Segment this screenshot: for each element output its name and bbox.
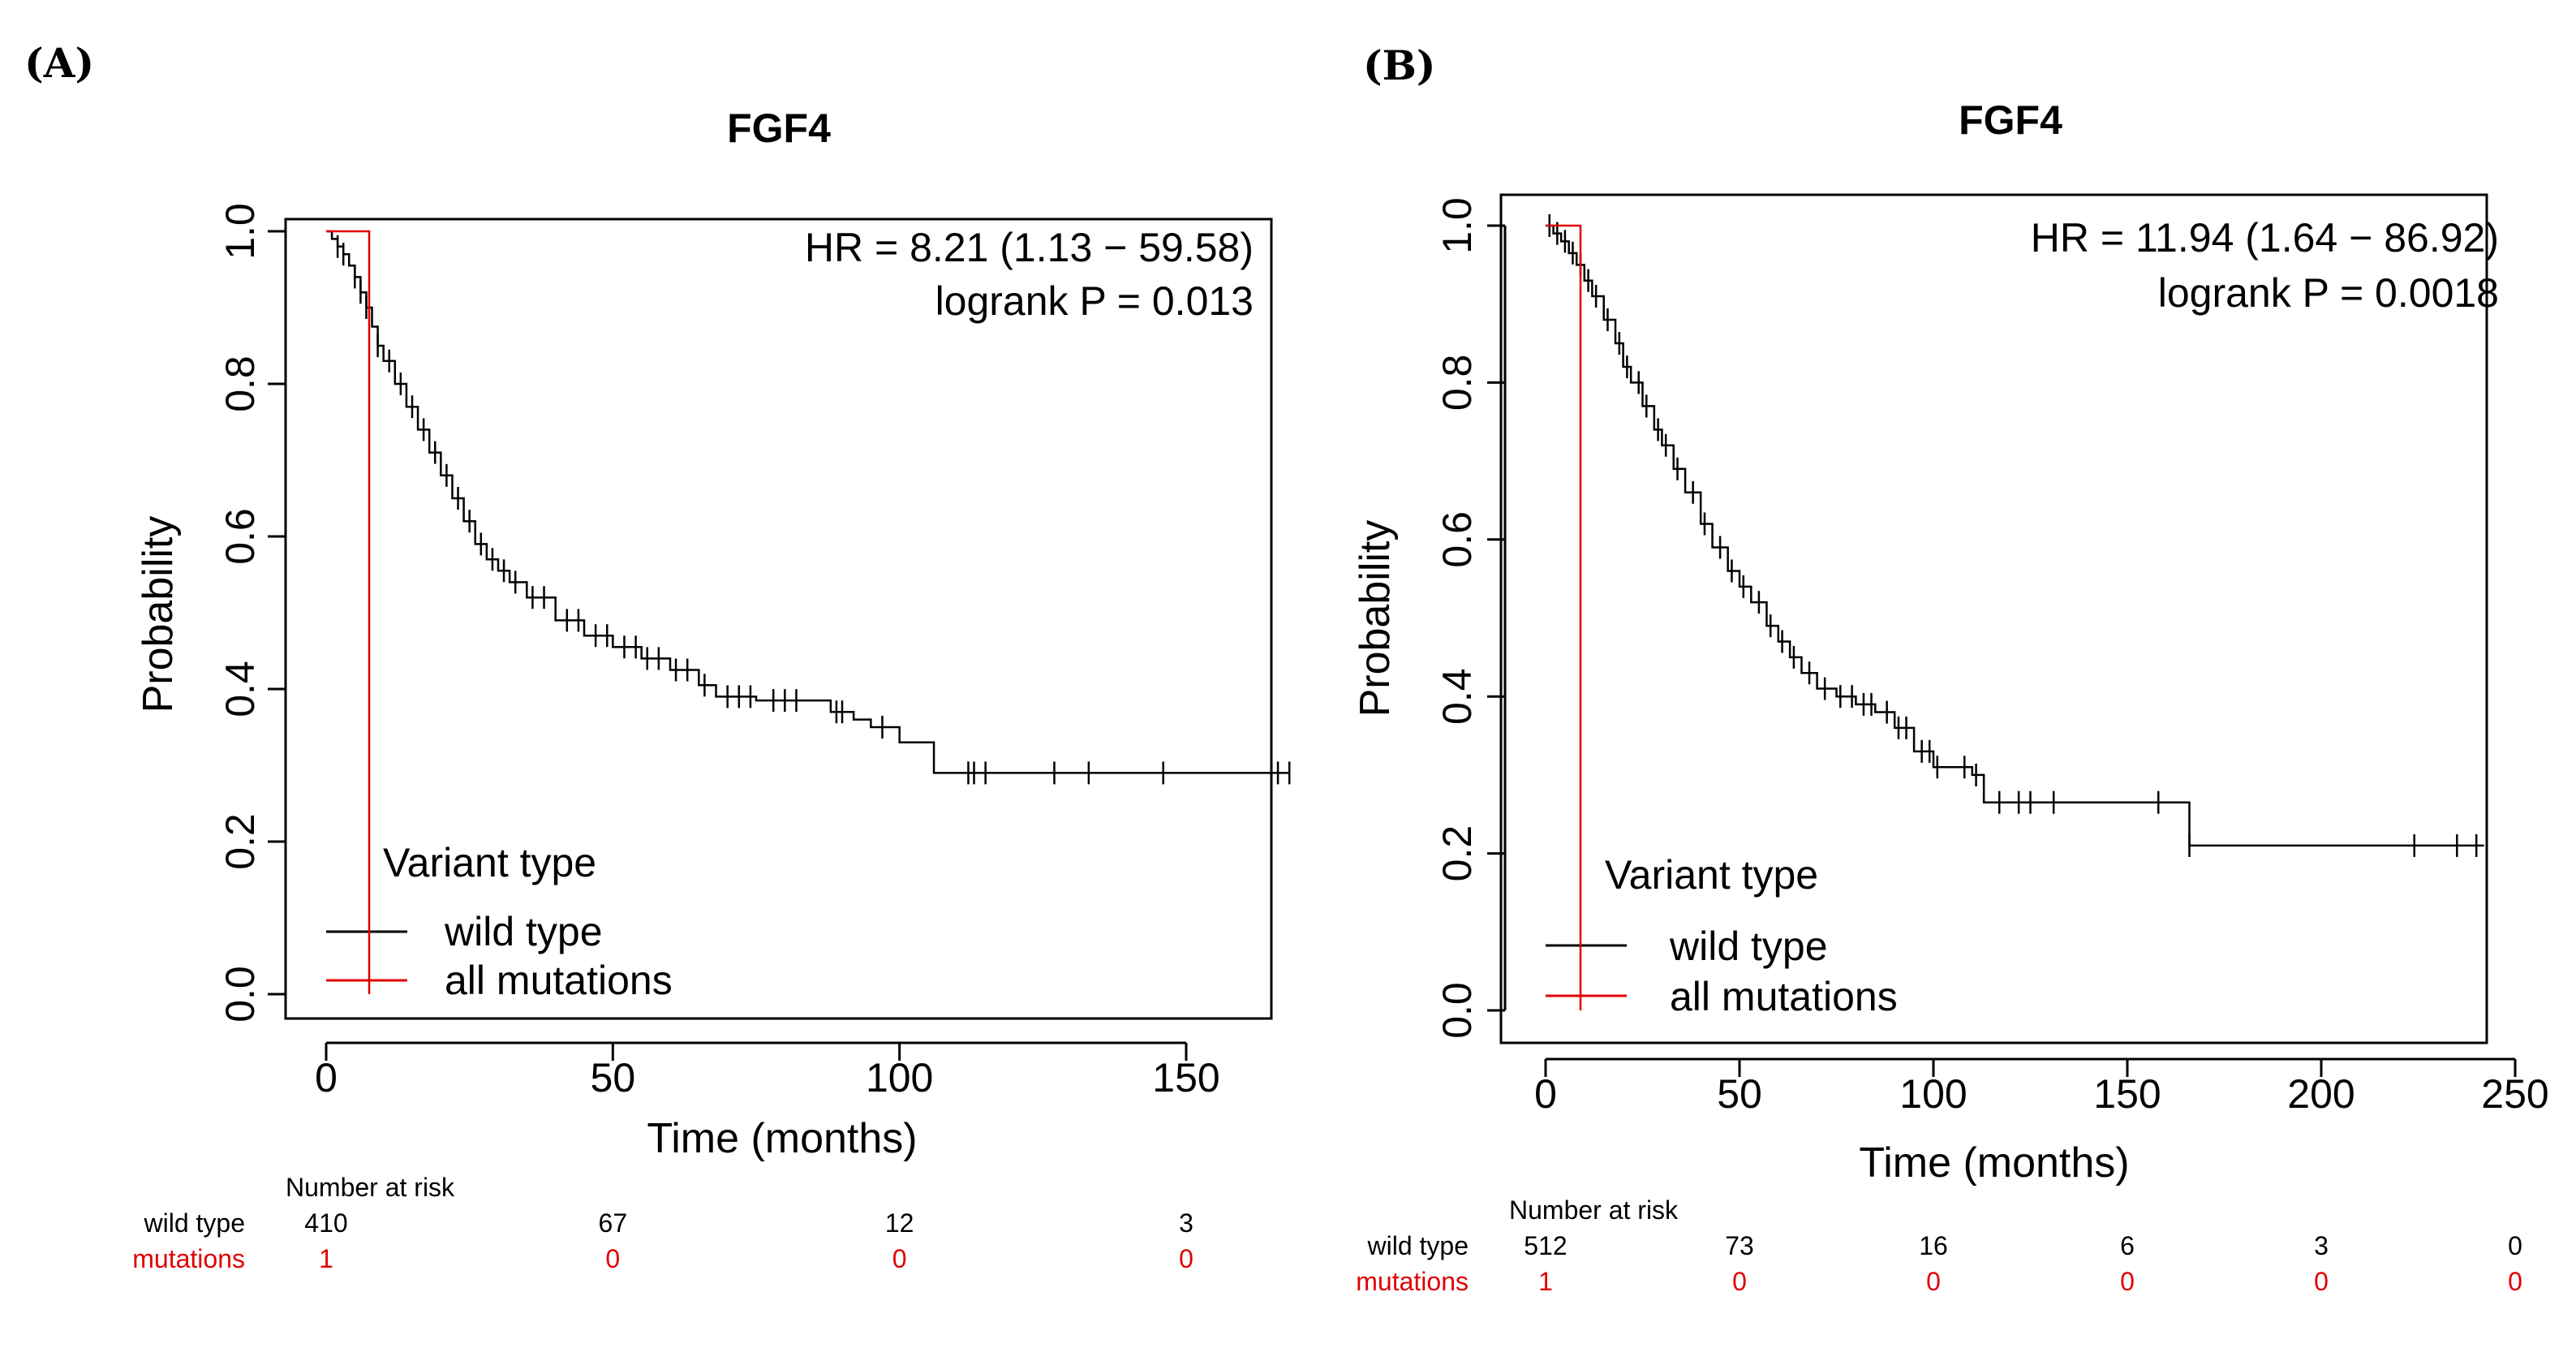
risk-value: 67 [599,1208,628,1238]
y-tick-label: 0.2 [217,813,263,870]
y-tick-label: 0.0 [217,966,263,1023]
y-tick-label: 0.8 [1434,355,1480,411]
x-axis-label: Time (months) [1859,1139,2129,1186]
x-tick-label: 100 [866,1055,933,1100]
risk-value: 0 [605,1244,620,1273]
legend-entry-wild-type: wild type [444,909,603,954]
y-axis-label: Probability [135,516,182,713]
risk-values: 410 67 12 3 1 0 0 0 [304,1208,1193,1273]
risk-value: 410 [304,1208,347,1238]
legend-title: Variant type [1605,852,1818,898]
hazard-ratio: HR = 11.94 (1.64 − 86.92) [2031,215,2499,261]
plot-frame [1499,193,2488,1044]
risk-value: 0 [2314,1267,2329,1296]
risk-row-label-wild-type: wild type [1367,1231,1469,1260]
x-axis-label: Time (months) [647,1115,917,1162]
x-tick-label: 0 [315,1055,338,1100]
risk-value: 0 [1732,1267,1747,1296]
risk-row-label-wild-type: wild type [144,1208,246,1238]
risk-value: 0 [1179,1244,1193,1273]
chart-title: FGF4 [727,106,831,151]
legend-entry-all-mutations: all mutations [445,958,673,1003]
chart-title: FGF4 [1959,97,2062,143]
risk-value: 512 [1524,1231,1567,1260]
risk-table-header: Number at risk [286,1173,455,1202]
x-tick-label: 100 [1899,1071,1967,1117]
y-tick-label: 1.0 [217,203,263,260]
x-tick-label: 50 [591,1055,636,1100]
logrank-p: logrank P = 0.0018 [2158,270,2499,316]
y-tick-label: 0.6 [1434,511,1480,568]
risk-value: 6 [2120,1231,2135,1260]
y-tick-label: 0.4 [217,661,263,717]
risk-value: 16 [1919,1231,1948,1260]
curves [1546,214,2484,1010]
survival-curve-all-mutations [326,230,371,994]
risk-value: 3 [2314,1231,2329,1260]
hazard-ratio: HR = 8.21 (1.13 − 59.58) [805,225,1254,270]
x-tick-label: 0 [1534,1071,1557,1117]
y-tick-label: 1.0 [1434,197,1480,254]
risk-value: 0 [2120,1267,2135,1296]
risk-value: 12 [885,1208,914,1238]
y-tick-label: 0.4 [1434,668,1480,725]
risk-value: 1 [1538,1267,1553,1296]
risk-value: 0 [892,1244,907,1273]
legend-entry-wild-type: wild type [1669,924,1828,969]
risk-values: 512 73 16 6 3 0 1 0 0 0 0 0 [1524,1231,2522,1296]
x-tick-label: 150 [2093,1071,2161,1117]
y-axis-label: Probability [1352,520,1399,717]
survival-curve-wild-type [1546,224,2484,847]
x-tick-label: 250 [2481,1071,2548,1117]
legend-title: Variant type [383,840,596,885]
x-tick-label: 200 [2287,1071,2355,1117]
panel-label: (B) [1363,41,1436,89]
y-tick-label: 0.0 [1434,982,1480,1039]
logrank-p: logrank P = 0.013 [935,278,1254,324]
risk-value: 3 [1179,1208,1193,1238]
risk-value: 0 [2508,1231,2522,1260]
panel-a: (A) FGF4 Time (months) Probability HR = … [24,39,1291,1273]
survival-curve-all-mutations [1546,224,1582,1010]
y-tick-label: 0.8 [217,355,263,412]
y-tick-label: 0.6 [217,508,263,565]
risk-value: 1 [319,1244,333,1273]
panel-b: (B) FGF4 Time (months) Probability HR = … [1352,41,2549,1296]
risk-value: 0 [2508,1267,2522,1296]
y-tick-label: 0.2 [1434,825,1480,882]
curves [326,230,1291,994]
risk-table-header: Number at risk [1509,1195,1679,1225]
risk-value: 73 [1725,1231,1754,1260]
x-tick-label: 150 [1152,1055,1219,1100]
x-tick-label: 50 [1717,1071,1762,1117]
legend-entry-all-mutations: all mutations [1670,974,1898,1019]
axes: 0 50 100 150 200 250 0.0 0.2 0.4 0.6 0.8 1.0 [1434,197,2549,1117]
risk-row-label-mutations: mutations [132,1244,245,1273]
axes: 0 50 100 150 0.0 0.2 0.4 0.6 0.8 1.0 [217,203,1220,1100]
risk-row-label-mutations: mutations [1356,1267,1469,1296]
panel-label: (A) [24,39,94,87]
plot-frame [284,217,1273,1020]
risk-value: 0 [1926,1267,1941,1296]
